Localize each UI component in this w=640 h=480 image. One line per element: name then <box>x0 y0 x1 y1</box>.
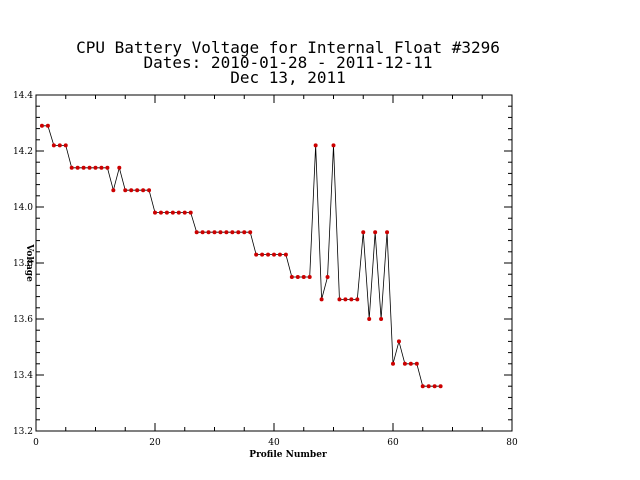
y-axis-label: Voltage <box>24 243 34 282</box>
y-axis-ticks <box>36 94 512 432</box>
data-point <box>81 165 86 170</box>
data-point <box>176 210 181 215</box>
data-point <box>218 230 223 235</box>
data-point <box>63 143 68 148</box>
x-axis-tick-labels: 0 20 40 60 80 <box>33 438 518 448</box>
series-points <box>39 123 443 389</box>
data-point <box>289 275 294 279</box>
title-line-1: CPU Battery Voltage for Internal Float #… <box>76 38 500 57</box>
data-point <box>230 230 235 235</box>
data-point <box>301 275 306 279</box>
data-point <box>158 210 163 215</box>
data-point <box>367 317 372 321</box>
y-tick-label: 13.4 <box>13 371 33 381</box>
data-point <box>277 252 282 257</box>
data-point <box>164 210 169 215</box>
data-point <box>337 297 342 302</box>
data-point <box>105 165 110 170</box>
data-point <box>39 123 44 128</box>
data-point <box>295 275 300 279</box>
data-point <box>87 165 92 170</box>
y-tick-label: 13.2 <box>13 427 33 437</box>
data-point <box>129 188 134 193</box>
x-tick-label: 60 <box>387 438 399 448</box>
data-point <box>123 188 128 193</box>
data-point <box>224 230 229 235</box>
data-point <box>355 297 360 302</box>
chart-title: CPU Battery Voltage for Internal Float #… <box>76 38 500 87</box>
data-point <box>236 230 241 235</box>
data-point <box>402 361 407 366</box>
data-point <box>242 230 247 235</box>
data-point <box>248 230 253 235</box>
y-tick-label: 14.2 <box>13 147 33 157</box>
data-point <box>153 210 157 215</box>
data-point <box>385 230 390 235</box>
data-point <box>307 275 312 279</box>
y-tick-label: 13.8 <box>13 259 33 269</box>
x-axis-label: Profile Number <box>249 450 327 460</box>
data-point <box>408 361 413 366</box>
data-point <box>194 230 199 235</box>
data-point <box>432 384 437 389</box>
data-point <box>254 252 259 257</box>
title-line-2: Dates: 2010-01-28 - 2011-12-11 <box>144 53 433 72</box>
data-point <box>420 384 425 389</box>
data-point <box>361 230 366 235</box>
data-point <box>266 252 271 257</box>
x-tick-label: 80 <box>506 438 518 448</box>
data-point <box>117 165 122 170</box>
y-tick-label: 14.4 <box>13 91 33 101</box>
x-tick-label: 40 <box>268 438 280 448</box>
data-point <box>93 165 98 170</box>
data-point <box>212 230 217 235</box>
y-tick-label: 14.0 <box>13 203 33 213</box>
data-point <box>391 361 395 366</box>
data-point <box>349 297 354 302</box>
data-point <box>51 143 56 148</box>
data-point <box>379 317 384 321</box>
data-point <box>331 143 336 148</box>
data-point <box>426 384 431 389</box>
x-tick-label: 20 <box>149 438 161 448</box>
x-tick-label: 0 <box>33 438 39 448</box>
y-axis-tick-labels: 13.2 13.4 13.6 13.8 14.0 14.2 14.4 <box>13 91 33 437</box>
data-point <box>141 188 146 193</box>
data-point <box>414 361 419 366</box>
data-point <box>325 275 330 279</box>
data-point <box>45 123 50 128</box>
data-point <box>57 143 62 148</box>
data-point <box>99 165 104 170</box>
data-point <box>188 210 193 215</box>
data-point <box>111 188 116 193</box>
data-point <box>170 210 175 215</box>
data-point <box>438 384 443 389</box>
data-point <box>313 143 318 148</box>
data-point <box>200 230 205 235</box>
data-point <box>75 165 80 170</box>
data-point <box>373 230 378 235</box>
series-line <box>41 125 441 387</box>
x-axis-ticks <box>35 95 513 431</box>
data-point <box>272 252 276 257</box>
data-point <box>343 297 348 302</box>
data-point <box>283 252 288 257</box>
data-point <box>182 210 187 215</box>
plot-frame <box>35 94 513 432</box>
data-point <box>69 165 74 170</box>
data-point <box>206 230 211 235</box>
data-point <box>135 188 140 193</box>
data-point <box>260 252 265 257</box>
title-line-3: Dec 13, 2011 <box>230 68 346 87</box>
data-point <box>147 188 152 193</box>
y-tick-label: 13.6 <box>13 315 33 325</box>
data-point <box>319 297 324 302</box>
data-point <box>396 339 401 344</box>
